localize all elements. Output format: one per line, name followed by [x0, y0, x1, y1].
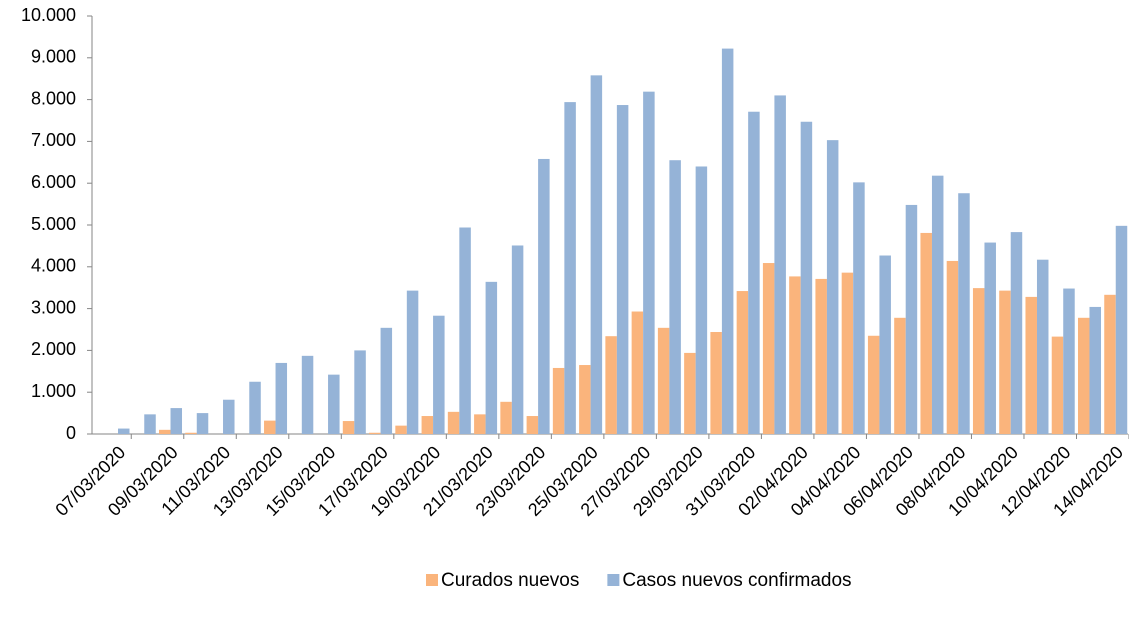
bar	[905, 204, 918, 434]
bar	[144, 414, 156, 434]
bar	[657, 327, 670, 434]
bar	[946, 260, 959, 434]
bar	[1077, 317, 1090, 434]
bar	[354, 350, 366, 434]
y-tick-label: 5.000	[31, 214, 76, 234]
bar	[459, 227, 471, 434]
bar	[170, 408, 183, 434]
bar	[264, 420, 276, 434]
bar	[485, 281, 498, 434]
bar	[301, 355, 314, 434]
bar	[710, 332, 722, 434]
y-tick-label: 7.000	[31, 130, 76, 150]
bar	[538, 158, 550, 434]
bar	[684, 352, 696, 434]
bar	[789, 276, 801, 434]
bar	[1036, 259, 1049, 434]
y-tick-label: 9.000	[31, 47, 76, 67]
bar	[631, 311, 644, 434]
bar	[774, 95, 786, 435]
bar	[1115, 225, 1128, 434]
y-tick-label: 2.000	[31, 339, 76, 359]
bar	[1051, 336, 1064, 434]
bar	[552, 367, 565, 434]
bar	[1010, 232, 1023, 434]
bar	[958, 193, 970, 434]
bar	[406, 290, 419, 434]
bar	[695, 166, 708, 435]
bar	[118, 428, 130, 434]
bar	[447, 411, 460, 434]
bar	[894, 317, 906, 434]
bar	[342, 421, 355, 434]
bar	[879, 255, 891, 434]
bar	[185, 432, 197, 434]
legend-label: Casos nuevos confirmados	[622, 570, 851, 591]
legend-swatch	[607, 574, 620, 586]
bar	[395, 425, 407, 434]
bar	[1104, 294, 1116, 434]
bar	[369, 432, 381, 434]
bar	[721, 48, 734, 434]
bar	[159, 429, 171, 434]
y-tick-label: 0	[66, 423, 76, 443]
bar	[643, 91, 655, 435]
bar	[999, 290, 1011, 434]
legend-label: Curados nuevos	[441, 570, 579, 591]
y-tick-label: 4.000	[31, 256, 76, 276]
bar	[826, 140, 839, 434]
bar	[1025, 296, 1037, 434]
bar	[380, 327, 393, 434]
bar	[564, 102, 576, 434]
y-tick-label: 8.000	[31, 88, 76, 108]
bar	[579, 365, 591, 434]
bar	[275, 362, 288, 434]
y-tick-label: 6.000	[31, 172, 76, 192]
bar	[433, 315, 445, 434]
y-tick-label: 1.000	[31, 381, 76, 401]
y-tick-label: 10.000	[21, 5, 76, 25]
bar	[474, 414, 486, 434]
bar	[526, 416, 539, 434]
bar	[972, 288, 985, 434]
bar	[920, 232, 932, 434]
bar	[800, 121, 813, 434]
bar	[867, 335, 880, 434]
bar	[223, 399, 235, 434]
bar	[669, 160, 681, 434]
bar	[590, 75, 603, 434]
bar	[853, 182, 865, 434]
bar	[815, 278, 827, 434]
bar	[984, 242, 996, 434]
bar	[841, 272, 854, 434]
bar	[196, 413, 209, 434]
bar	[1063, 288, 1075, 434]
bar	[931, 175, 944, 434]
bar	[328, 374, 340, 434]
bar	[249, 381, 261, 434]
bar	[500, 401, 512, 434]
legend-swatch	[426, 574, 438, 586]
bar	[511, 245, 524, 434]
bar	[421, 416, 434, 434]
bar	[616, 105, 629, 434]
bar	[605, 336, 617, 434]
bar	[762, 263, 775, 434]
y-tick-label: 3.000	[31, 297, 76, 317]
bar	[748, 111, 760, 435]
bar	[736, 291, 749, 434]
bar	[1089, 306, 1101, 434]
